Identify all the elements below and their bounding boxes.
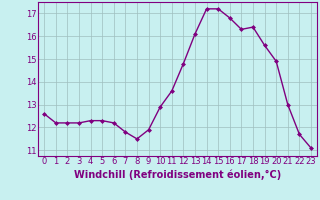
X-axis label: Windchill (Refroidissement éolien,°C): Windchill (Refroidissement éolien,°C) <box>74 169 281 180</box>
